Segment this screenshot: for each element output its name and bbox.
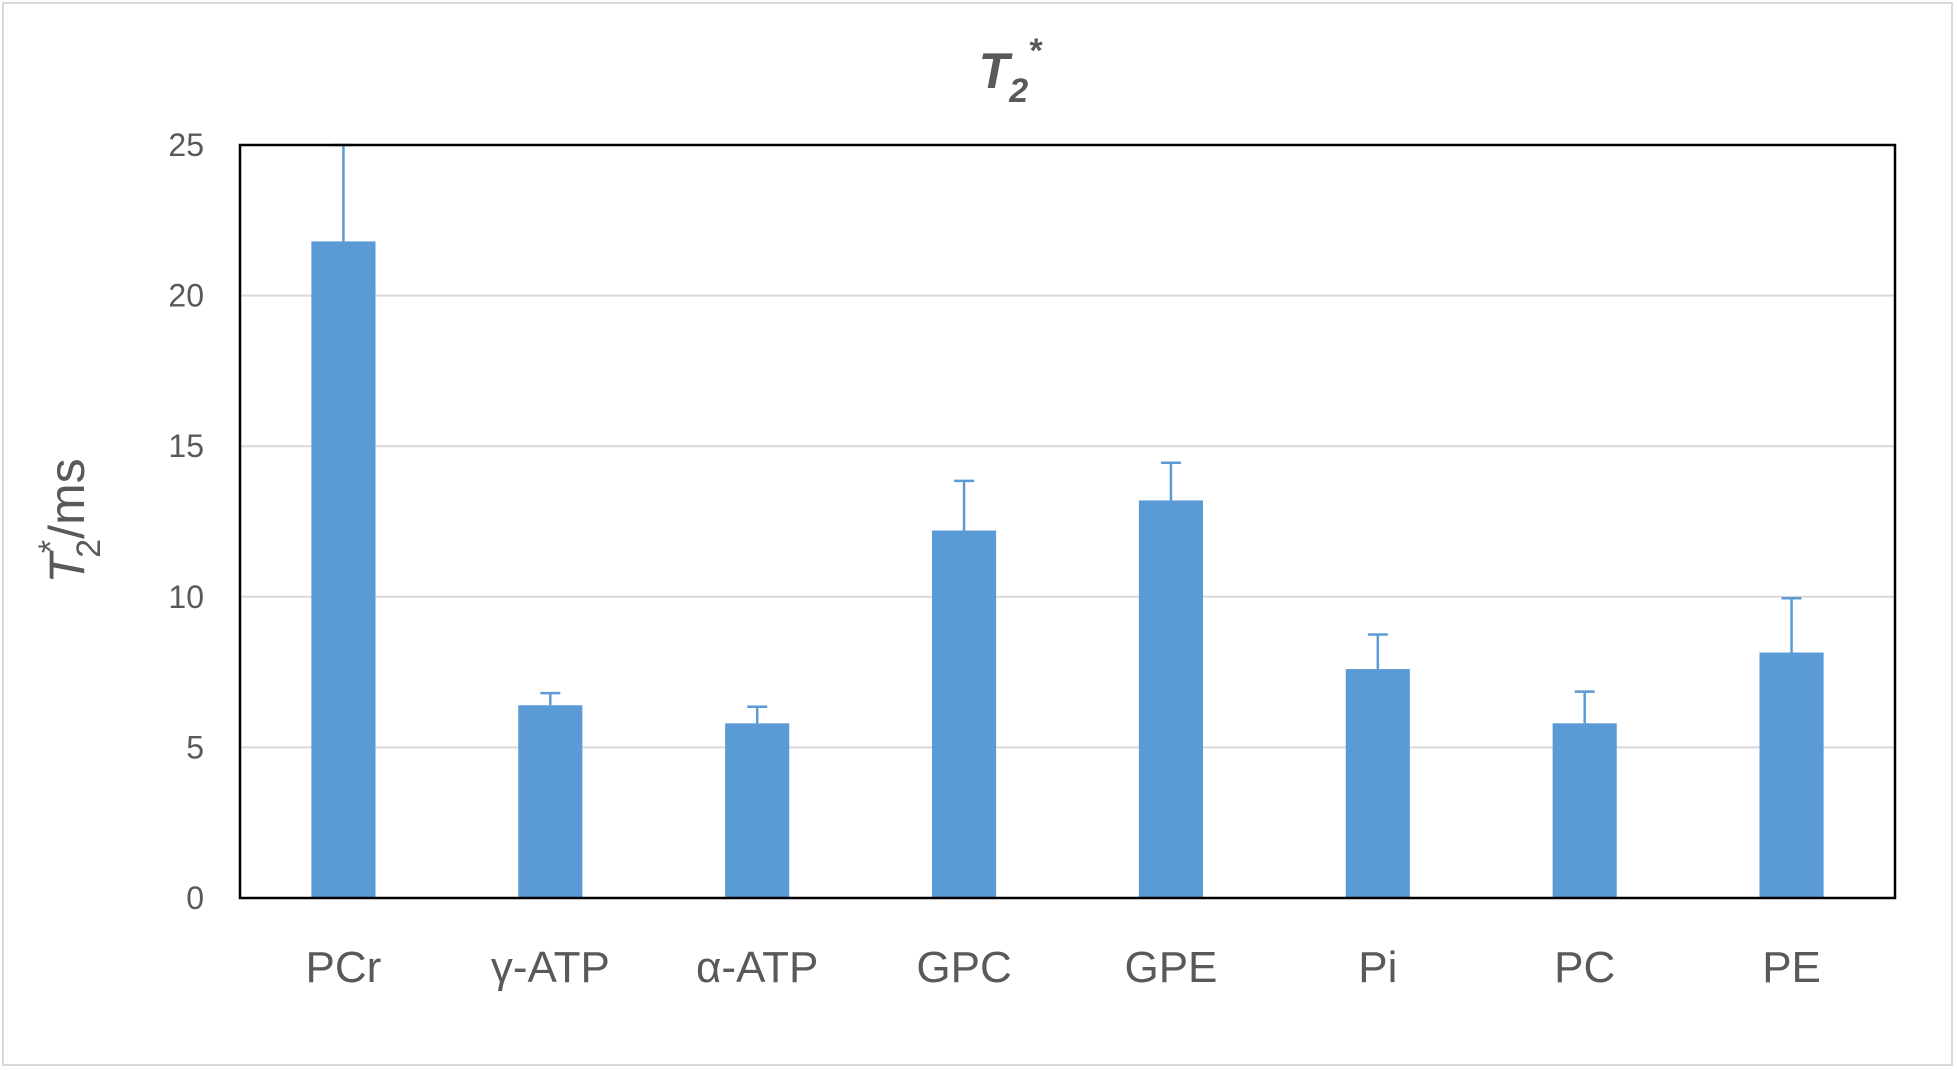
y-tick-label: 0 [186,880,204,916]
y-tick-label: 10 [168,579,204,615]
bar [1552,723,1617,898]
y-tick-label: 25 [168,127,204,163]
bar [725,723,790,898]
bar [311,241,376,898]
y-tick-label: 15 [168,428,204,464]
y-axis-label-sub: 2 [70,539,108,558]
chart-title-sub: 2 [1008,72,1028,110]
x-category-label: α-ATP [696,943,818,992]
bar [1759,652,1824,898]
chart-title: T2* [979,32,1043,110]
bar [518,705,583,898]
y-axis-label-main: T [39,550,95,584]
bar [1345,669,1410,898]
chart-title-sup: * [1028,32,1043,70]
x-category-label: γ-ATP [491,943,610,992]
bar [1138,500,1204,898]
x-category-label: GPC [916,943,1011,992]
x-category-label: GPE [1124,943,1217,992]
x-category-label: Pi [1358,943,1397,992]
x-category-label: PC [1554,943,1615,992]
y-axis-ticks: 0 5 10 15 20 25 [168,127,204,916]
x-axis-categories: PCr γ-ATP α-ATP GPC GPE Pi PC PE [306,943,1821,992]
bar [931,530,997,898]
y-axis-label-unit: /ms [39,458,95,539]
x-category-label: PCr [306,943,382,992]
gridlines [240,294,1895,749]
bars [311,241,1824,898]
y-axis-label: T*2/ms [32,458,108,583]
error-bars [333,143,1802,724]
plot-area-border [238,143,1897,900]
x-category-label: PE [1762,943,1821,992]
y-tick-label: 20 [168,278,204,314]
y-axis-label-sup: * [32,540,70,553]
y-tick-label: 5 [186,729,204,765]
chart-title-main: T [979,43,1014,99]
